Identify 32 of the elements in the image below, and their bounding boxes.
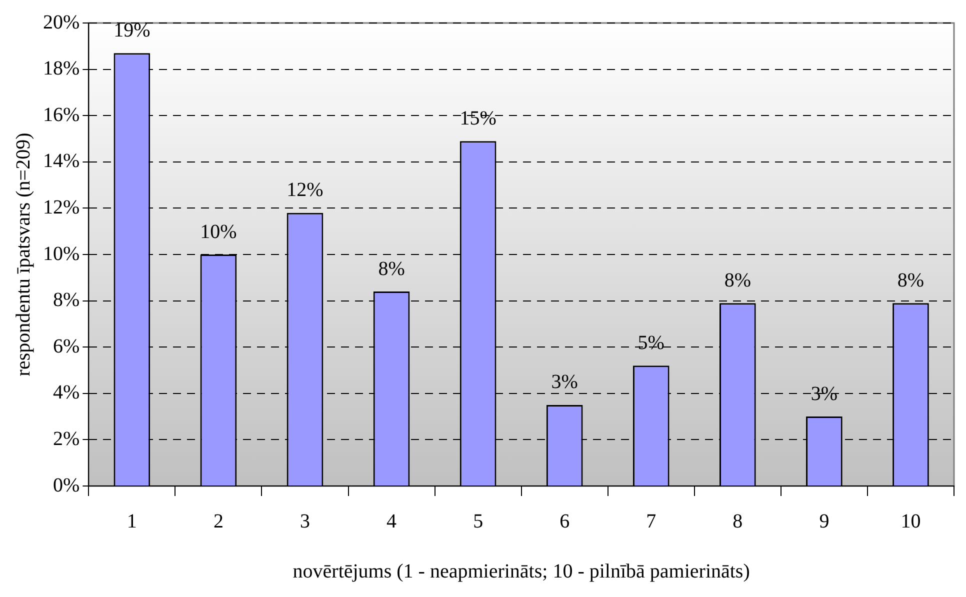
data-label: 15% [460, 107, 496, 130]
x-tick-label: 3 [300, 510, 310, 532]
data-label: 8% [724, 269, 751, 292]
y-tick-label: 12% [42, 196, 80, 218]
x-tick-label: 9 [819, 510, 830, 532]
data-label: 8% [378, 258, 405, 280]
y-tick-label: 10% [42, 242, 80, 265]
data-label: 8% [897, 269, 924, 292]
data-label: 19% [114, 19, 150, 42]
data-label: 10% [200, 220, 237, 243]
y-tick-label: 6% [52, 335, 80, 358]
y-tick-label: 4% [52, 382, 80, 404]
y-tick-label: 8% [52, 289, 80, 312]
y-tick-label: 14% [42, 150, 80, 172]
y-tick-label: 0% [52, 474, 80, 496]
x-tick-label: 1 [126, 510, 137, 532]
y-tick-label: 2% [52, 428, 80, 450]
x-tick-label: 8 [732, 510, 743, 532]
x-tick-label: 6 [560, 510, 570, 532]
y-tick-label: 16% [42, 104, 80, 126]
x-tick-label: 2 [213, 510, 224, 532]
x-axis-title: novērtējums (1 - neapmierināts; 10 - pilnībā pamierināts) [292, 560, 750, 582]
x-tick-label: 4 [386, 510, 397, 532]
data-label: 3% [551, 371, 578, 394]
data-label: 12% [286, 179, 324, 202]
x-tick-label: 10 [900, 510, 921, 532]
y-tick-label: 20% [42, 11, 80, 34]
data-label: 5% [638, 332, 664, 354]
x-tick-label: 5 [473, 510, 484, 532]
y-axis-title: respondentu īpatsvars (n=209) [12, 132, 34, 376]
y-tick-label: 18% [42, 58, 80, 80]
x-tick-label: 7 [646, 510, 656, 532]
